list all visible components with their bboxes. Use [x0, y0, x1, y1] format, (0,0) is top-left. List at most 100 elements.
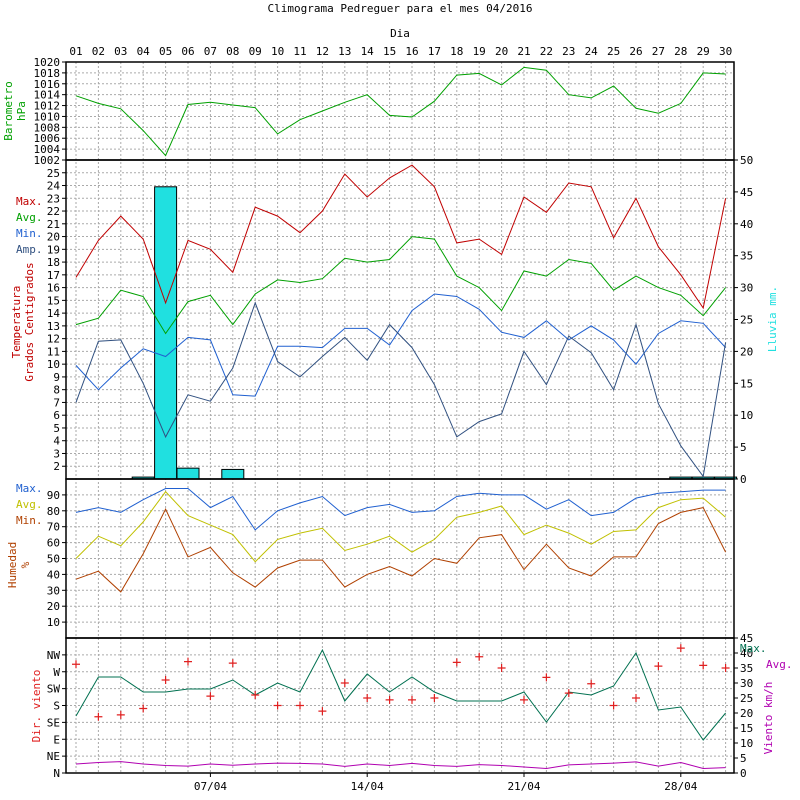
wind-direction-point	[452, 658, 461, 667]
humidity-ytick-label: 10	[47, 616, 60, 629]
temp-ylabel-line: Temperatura	[10, 286, 23, 359]
wind-direction-point	[94, 712, 103, 721]
temp-ytick-label: 22	[47, 205, 60, 218]
wind-direction-point	[520, 695, 528, 704]
day-label-26: 26	[629, 45, 642, 58]
humidity-ytick-label: 30	[47, 584, 60, 597]
rain-bar	[176, 467, 200, 480]
humidity-avg-line	[75, 490, 726, 563]
rain-ytick-label: 10	[740, 409, 753, 422]
day-label-21: 21	[517, 45, 530, 58]
day-label-27: 27	[652, 45, 665, 58]
date-label-3: 28/04	[664, 780, 697, 793]
humidity-ytick-label: 60	[47, 537, 60, 550]
temp-ytick-label: 14	[47, 307, 61, 320]
rain-ytick-label: 35	[740, 250, 753, 263]
temp-ytick-label: 19	[47, 243, 60, 256]
wind-direction-point	[340, 679, 349, 687]
temp-ylabel-line: Grados Centigrados	[23, 262, 36, 381]
wind-direction-point	[699, 661, 708, 670]
humidity-ytick-label: 20	[47, 600, 60, 613]
wind-direction-point	[475, 652, 484, 661]
day-label-28: 28	[674, 45, 687, 58]
pressure-ytick-label: 1008	[34, 121, 61, 134]
temp-ytick-label: 11	[47, 345, 60, 358]
temp-ytick-label: 24	[47, 180, 61, 193]
wind-dir-ytick-label: N	[53, 767, 60, 780]
temp-ytick-label: 4	[53, 435, 60, 448]
wind-direction-point	[184, 657, 192, 666]
wind-direction-point	[363, 694, 372, 702]
day-label-20: 20	[495, 45, 508, 58]
temp-legend-0: Max.	[16, 195, 43, 208]
pressure-line	[75, 66, 726, 157]
wind-direction-point	[72, 660, 80, 669]
wind-speed-ytick-label: 25	[740, 692, 753, 705]
wind-direction-point	[632, 694, 640, 702]
wind-speed-ytick-label: 20	[740, 707, 753, 720]
temp-ytick-label: 5	[53, 422, 60, 435]
humidity-max-line	[75, 488, 726, 531]
day-label-25: 25	[607, 45, 620, 58]
humidity-legend-2: Min.	[16, 514, 43, 527]
wind-speed-ytick-label: 45	[740, 632, 753, 645]
pressure-ytick-label: 1020	[34, 56, 61, 69]
pressure-ytick-label: 1016	[34, 78, 61, 91]
wind-dir-ytick-label: SE	[47, 716, 60, 729]
wind-dir-ytick-label: SW	[47, 683, 61, 696]
humidity-min-line	[75, 507, 727, 593]
day-label-23: 23	[562, 45, 575, 58]
wind-speed-ytick-label: 15	[740, 722, 753, 735]
temp-ytick-label: 3	[53, 447, 60, 460]
day-label-02: 02	[92, 45, 105, 58]
wind-direction-point	[497, 664, 506, 672]
humidity-ytick-label: 70	[47, 521, 60, 534]
day-label-22: 22	[540, 45, 553, 58]
day-label-03: 03	[114, 45, 127, 58]
wind-direction-point	[251, 691, 260, 699]
wind-dir-ytick-label: E	[53, 733, 60, 746]
date-label-2: 21/04	[507, 780, 540, 793]
pressure-ytick-label: 1014	[34, 89, 61, 102]
temp-ytick-label: 10	[47, 358, 60, 371]
day-label-29: 29	[697, 45, 710, 58]
wind-direction-point	[430, 694, 439, 702]
humidity-ytick-label: 50	[47, 553, 60, 566]
day-label-10: 10	[271, 45, 284, 58]
pressure-ylabel-line: hPa	[15, 101, 28, 121]
day-label-04: 04	[137, 45, 151, 58]
wind-direction-point	[676, 644, 685, 653]
wind-direction-point	[609, 701, 618, 710]
wind-speed-ytick-label: 10	[740, 737, 753, 750]
wind-direction-point	[206, 692, 215, 701]
humidity-ylabel-line: Humedad	[6, 542, 19, 588]
pressure-ylabel-line: Barometro	[2, 81, 15, 141]
day-label-15: 15	[383, 45, 396, 58]
day-label-01: 01	[69, 45, 82, 58]
rain-ytick-label: 45	[740, 186, 753, 199]
wind-dir-ytick-label: NE	[47, 750, 60, 763]
wind-speed-ytick-label: 40	[740, 647, 753, 660]
day-label-17: 17	[428, 45, 441, 58]
wind-direction-point	[116, 710, 125, 719]
day-label-12: 12	[316, 45, 329, 58]
humidity-ylabel: Humedad%	[6, 542, 32, 588]
day-label-14: 14	[361, 45, 375, 58]
wind-direction-point	[228, 659, 237, 668]
wind-speed-ytick-label: 30	[740, 677, 753, 690]
temp-ytick-label: 21	[47, 218, 60, 231]
wind-direction-point	[542, 673, 551, 682]
day-label-09: 09	[249, 45, 262, 58]
day-label-16: 16	[405, 45, 418, 58]
pressure-ytick-label: 1010	[34, 110, 61, 123]
temp-min-line	[75, 293, 726, 397]
humidity-legend-0: Max.	[16, 482, 43, 495]
pressure-ytick-label: 1004	[34, 143, 61, 156]
wind-avg-line	[75, 761, 726, 770]
rain-ytick-label: 25	[740, 314, 753, 327]
temp-ytick-label: 16	[47, 282, 60, 295]
temp-ytick-label: 17	[47, 269, 60, 282]
wind-legend-avg: Avg.	[766, 658, 793, 671]
rain-ytick-label: 15	[740, 377, 753, 390]
wind-speed-ylabel-line: Viento km/h	[762, 682, 775, 755]
